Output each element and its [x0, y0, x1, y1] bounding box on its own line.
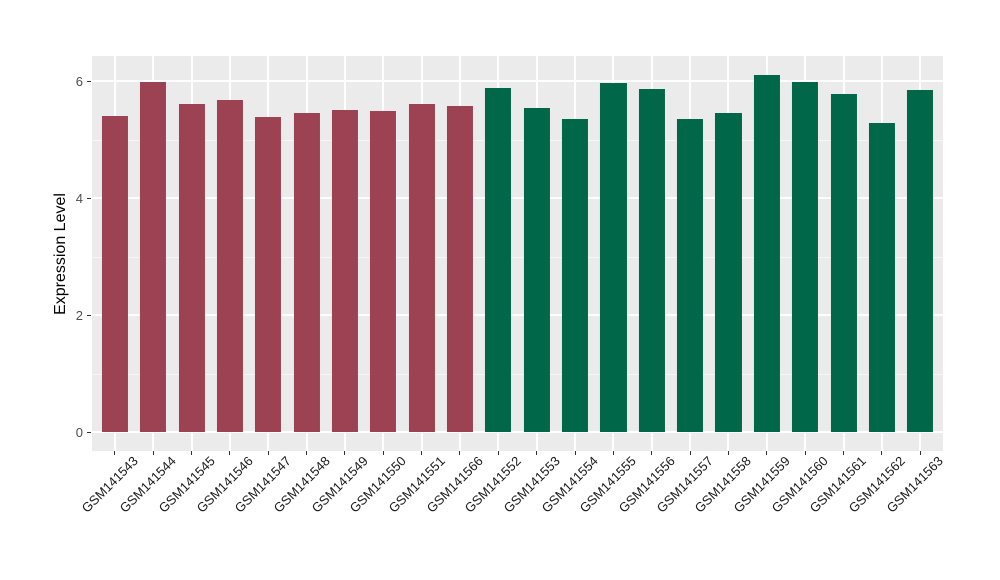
bar-GSM141550 [370, 110, 397, 432]
bar-GSM141548 [293, 113, 320, 432]
x-tick-mark-GSM141545 [191, 451, 193, 455]
slot-GSM141563 [901, 56, 939, 451]
x-tick-mark-GSM141563 [919, 451, 921, 455]
x-tick-mark-GSM141547 [267, 451, 269, 455]
bar-GSM141566 [447, 106, 474, 432]
bar-GSM141551 [408, 104, 435, 432]
y-tick-mark-0 [87, 431, 91, 433]
bar-GSM141552 [485, 88, 512, 432]
slot-GSM141550 [364, 56, 402, 451]
slot-GSM141547 [249, 56, 287, 451]
x-tick-mark-GSM141552 [497, 451, 499, 455]
x-tick-mark-GSM141562 [881, 451, 883, 455]
bar-GSM141553 [523, 107, 550, 432]
y-axis-title: Expression Level [52, 193, 69, 315]
y-tick-mark-6 [87, 80, 91, 82]
bar-GSM141559 [753, 75, 780, 432]
y-tick-mark-4 [87, 197, 91, 199]
x-tick-mark-GSM141549 [344, 451, 346, 455]
slot-GSM141543 [96, 56, 134, 451]
slot-GSM141551 [403, 56, 441, 451]
x-tick-mark-GSM141548 [306, 451, 308, 455]
slot-GSM141546 [211, 56, 249, 451]
x-tick-mark-GSM141544 [152, 451, 154, 455]
x-tick-mark-GSM141543 [114, 451, 116, 455]
slot-GSM141559 [748, 56, 786, 451]
slot-GSM141561 [824, 56, 862, 451]
slot-GSM141544 [134, 56, 172, 451]
plot-panel [92, 56, 943, 451]
x-tick-mark-GSM141553 [536, 451, 538, 455]
slot-GSM141545 [172, 56, 210, 451]
y-tick-label-4: 4 [75, 190, 83, 206]
bar-GSM141556 [638, 89, 665, 432]
slot-GSM141549 [326, 56, 364, 451]
slot-GSM141556 [633, 56, 671, 451]
slot-GSM141554 [556, 56, 594, 451]
bar-GSM141562 [868, 122, 895, 432]
x-tick-mark-GSM141555 [612, 451, 614, 455]
bar-GSM141560 [792, 82, 819, 432]
bar-GSM141544 [140, 81, 167, 432]
bar-GSM141561 [830, 94, 857, 432]
slot-GSM141552 [479, 56, 517, 451]
x-tick-mark-GSM141561 [842, 451, 844, 455]
x-tick-mark-GSM141550 [382, 451, 384, 455]
bar-GSM141547 [255, 117, 282, 432]
x-tick-mark-GSM141556 [651, 451, 653, 455]
bar-GSM141549 [332, 109, 359, 432]
bar-GSM141557 [677, 119, 704, 432]
slot-GSM141558 [709, 56, 747, 451]
x-tick-mark-GSM141559 [766, 451, 768, 455]
bars-layer [96, 56, 939, 451]
slot-GSM141555 [594, 56, 632, 451]
bar-GSM141558 [715, 113, 742, 432]
x-tick-mark-GSM141557 [689, 451, 691, 455]
y-tick-label-6: 6 [75, 73, 83, 89]
bar-GSM141543 [101, 116, 128, 432]
bar-GSM141554 [562, 119, 589, 432]
slot-GSM141553 [518, 56, 556, 451]
slot-GSM141557 [671, 56, 709, 451]
y-tick-mark-2 [87, 314, 91, 316]
y-tick-label-2: 2 [75, 307, 83, 323]
x-tick-mark-GSM141566 [459, 451, 461, 455]
slot-GSM141548 [288, 56, 326, 451]
bar-GSM141555 [600, 82, 627, 432]
x-tick-mark-GSM141558 [727, 451, 729, 455]
x-tick-mark-GSM141551 [421, 451, 423, 455]
slot-GSM141566 [441, 56, 479, 451]
y-tick-label-0: 0 [75, 424, 83, 440]
x-tick-mark-GSM141546 [229, 451, 231, 455]
slot-GSM141562 [863, 56, 901, 451]
bar-GSM141563 [907, 89, 934, 432]
bar-GSM141546 [216, 100, 244, 432]
x-tick-mark-GSM141560 [804, 451, 806, 455]
slot-GSM141560 [786, 56, 824, 451]
bar-GSM141545 [178, 104, 205, 432]
x-tick-mark-GSM141554 [574, 451, 576, 455]
